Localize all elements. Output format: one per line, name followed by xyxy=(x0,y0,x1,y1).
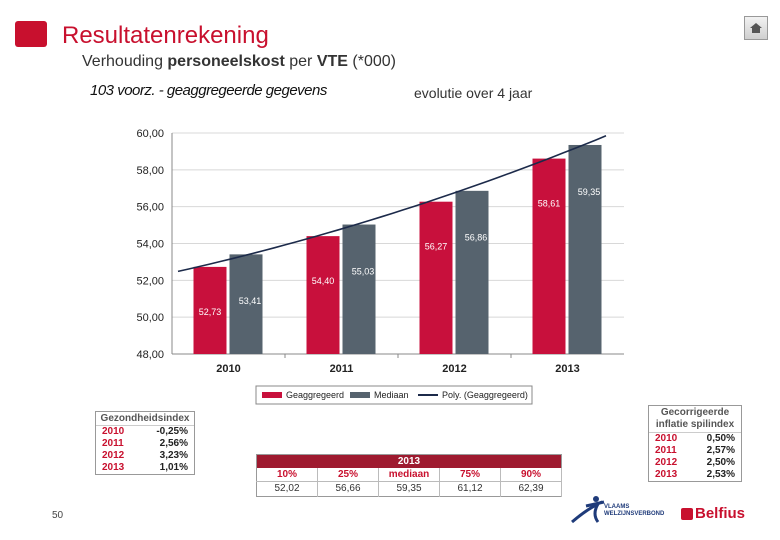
y-tick-label: 50,00 xyxy=(136,312,164,324)
percentile-label: mediaan xyxy=(378,468,440,482)
data-label-mediaan: 55,03 xyxy=(352,266,375,276)
x-tick-label: 2010 xyxy=(216,363,240,375)
legend-label-geaggregeerd: Geaggregeerd xyxy=(286,390,344,400)
percentile-table: 2013 10% 25% mediaan 75% 90% 52,02 56,66… xyxy=(256,454,562,497)
bar-mediaan xyxy=(568,144,602,354)
data-label-mediaan: 59,35 xyxy=(578,187,601,197)
data-label-mediaan: 56,86 xyxy=(465,233,488,243)
page-title: Resultatenrekening xyxy=(62,22,269,49)
page-number: 50 xyxy=(52,510,64,521)
legend-swatch-mediaan xyxy=(350,392,370,398)
y-tick-label: 54,00 xyxy=(136,239,164,251)
table-row: 2010 0,50% xyxy=(655,433,735,444)
table-row: 52,02 56,66 59,35 61,12 62,39 xyxy=(256,481,562,497)
data-label-geaggregeerd: 58,61 xyxy=(538,198,561,208)
bar-mediaan xyxy=(342,224,376,354)
bar-mediaan xyxy=(455,190,489,354)
percentile-value: 59,35 xyxy=(378,481,440,497)
table-row: 2011 2,57% xyxy=(655,445,735,456)
y-tick-label: 58,00 xyxy=(136,165,164,177)
x-tick-label: 2011 xyxy=(330,363,354,375)
y-tick-label: 52,00 xyxy=(136,275,164,287)
percentile-value: 61,12 xyxy=(439,481,501,497)
y-tick-label: 48,00 xyxy=(136,349,164,361)
belfius-icon xyxy=(681,508,693,520)
data-label-geaggregeerd: 56,27 xyxy=(425,242,448,252)
percentile-value: 56,66 xyxy=(317,481,379,497)
gecorrigeerde-inflatie-table: Gecorrigeerde inflatie spilindex 2010 0,50… xyxy=(648,405,742,482)
home-button[interactable] xyxy=(744,16,768,40)
legend-swatch-geaggregeerd xyxy=(262,392,282,398)
data-label-geaggregeerd: 52,73 xyxy=(199,307,222,317)
percentile-label: 75% xyxy=(439,468,501,482)
percentile-label: 90% xyxy=(500,468,562,482)
x-tick-label: 2012 xyxy=(442,363,466,375)
vlaams-welzijnsverbond-logo xyxy=(571,496,605,524)
evolution-label: evolutie over 4 jaar xyxy=(414,85,533,101)
gecorrigeerde-title: Gecorrigeerde inflatie spilindex xyxy=(649,406,741,433)
bar-geaggregeerd xyxy=(532,158,566,354)
title-marker xyxy=(15,21,47,47)
table-row: 2012 3,23% xyxy=(102,450,188,461)
bar-mediaan xyxy=(229,254,263,354)
chart-heading: 103 voorz. - geaggregeerde gegevens xyxy=(90,82,327,99)
bar-geaggregeerd xyxy=(306,236,340,354)
percentile-value: 52,02 xyxy=(256,481,318,497)
percentile-value: 62,39 xyxy=(500,481,562,497)
vlaams-welzijnsverbond-text: VLAAMS WELZIJNSVERBOND xyxy=(604,504,665,517)
percentile-year: 2013 xyxy=(256,454,562,468)
table-row: 2013 2,53% xyxy=(655,469,735,480)
belfius-logo: Belfius xyxy=(695,505,746,522)
y-tick-label: 56,00 xyxy=(136,202,164,214)
gezondheidsindex-title: Gezondheidsindex xyxy=(96,412,194,426)
home-icon xyxy=(750,23,762,33)
legend-label-trend: Poly. (Geaggregeerd) xyxy=(442,390,528,400)
table-row: 10% 25% mediaan 75% 90% xyxy=(256,468,562,482)
table-row: 2012 2,50% xyxy=(655,457,735,468)
bar-geaggregeerd xyxy=(419,201,453,354)
table-row: 2011 2,56% xyxy=(102,438,188,449)
y-tick-label: 60,00 xyxy=(136,128,164,140)
percentile-label: 10% xyxy=(256,468,318,482)
trendline xyxy=(177,135,607,273)
legend-box xyxy=(255,385,533,405)
legend-label-mediaan: Mediaan xyxy=(374,390,409,400)
x-tick-label: 2013 xyxy=(555,363,579,375)
gezondheidsindex-table: Gezondheidsindex 2010 -0,25% 2011 2,56% 20… xyxy=(95,411,195,475)
table-row: 2010 -0,25% xyxy=(102,426,188,437)
page-subtitle: Verhouding personeelskost per VTE (*000) xyxy=(82,53,396,70)
data-label-geaggregeerd: 54,40 xyxy=(312,276,335,286)
data-label-mediaan: 53,41 xyxy=(239,296,262,306)
bar-geaggregeerd xyxy=(193,266,227,354)
table-row: 2013 1,01% xyxy=(102,462,188,473)
percentile-label: 25% xyxy=(317,468,379,482)
